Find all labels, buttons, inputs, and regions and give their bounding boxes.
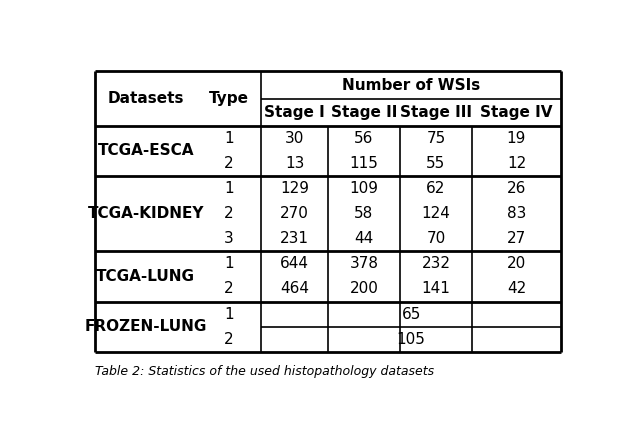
Text: 70: 70: [426, 231, 445, 246]
Text: 2: 2: [224, 156, 234, 171]
Text: 129: 129: [280, 181, 309, 196]
Text: 26: 26: [507, 181, 526, 196]
Text: 141: 141: [422, 281, 451, 296]
Text: 115: 115: [349, 156, 378, 171]
Text: Table 2: Statistics of the used histopathology datasets: Table 2: Statistics of the used histopat…: [95, 365, 434, 378]
Text: 124: 124: [422, 206, 451, 221]
Text: 109: 109: [349, 181, 378, 196]
Text: Stage IV: Stage IV: [480, 105, 553, 120]
Text: Stage II: Stage II: [331, 105, 397, 120]
Text: 44: 44: [355, 231, 374, 246]
Text: 1: 1: [224, 181, 234, 196]
Text: Number of WSIs: Number of WSIs: [342, 78, 480, 93]
Text: 644: 644: [280, 257, 309, 272]
Text: Datasets: Datasets: [108, 91, 184, 106]
Text: 65: 65: [401, 307, 420, 322]
Text: 13: 13: [285, 156, 304, 171]
Text: 2: 2: [224, 332, 234, 347]
Text: 20: 20: [507, 257, 526, 272]
Text: 105: 105: [397, 332, 426, 347]
Text: 2: 2: [224, 281, 234, 296]
Text: 19: 19: [507, 131, 526, 146]
Text: 3: 3: [224, 231, 234, 246]
Text: 270: 270: [280, 206, 309, 221]
Text: 12: 12: [507, 156, 526, 171]
Text: 27: 27: [507, 231, 526, 246]
Text: FROZEN-LUNG: FROZEN-LUNG: [84, 319, 207, 334]
Text: 58: 58: [355, 206, 374, 221]
Text: 378: 378: [349, 257, 378, 272]
Text: 464: 464: [280, 281, 309, 296]
Text: TCGA-KIDNEY: TCGA-KIDNEY: [88, 206, 204, 221]
Text: 1: 1: [224, 257, 234, 272]
Text: 1: 1: [224, 131, 234, 146]
Text: 56: 56: [355, 131, 374, 146]
Text: 232: 232: [421, 257, 451, 272]
Text: 200: 200: [349, 281, 378, 296]
Text: 231: 231: [280, 231, 309, 246]
Text: 55: 55: [426, 156, 445, 171]
Text: 2: 2: [224, 206, 234, 221]
Text: Type: Type: [209, 91, 249, 106]
Text: 83: 83: [507, 206, 526, 221]
Text: 42: 42: [507, 281, 526, 296]
Text: 30: 30: [285, 131, 304, 146]
Text: 75: 75: [426, 131, 445, 146]
Text: TCGA-LUNG: TCGA-LUNG: [96, 269, 195, 284]
Text: Stage III: Stage III: [400, 105, 472, 120]
Text: TCGA-ESCA: TCGA-ESCA: [97, 143, 194, 158]
Text: 1: 1: [224, 307, 234, 322]
Text: 62: 62: [426, 181, 445, 196]
Text: Stage I: Stage I: [264, 105, 325, 120]
